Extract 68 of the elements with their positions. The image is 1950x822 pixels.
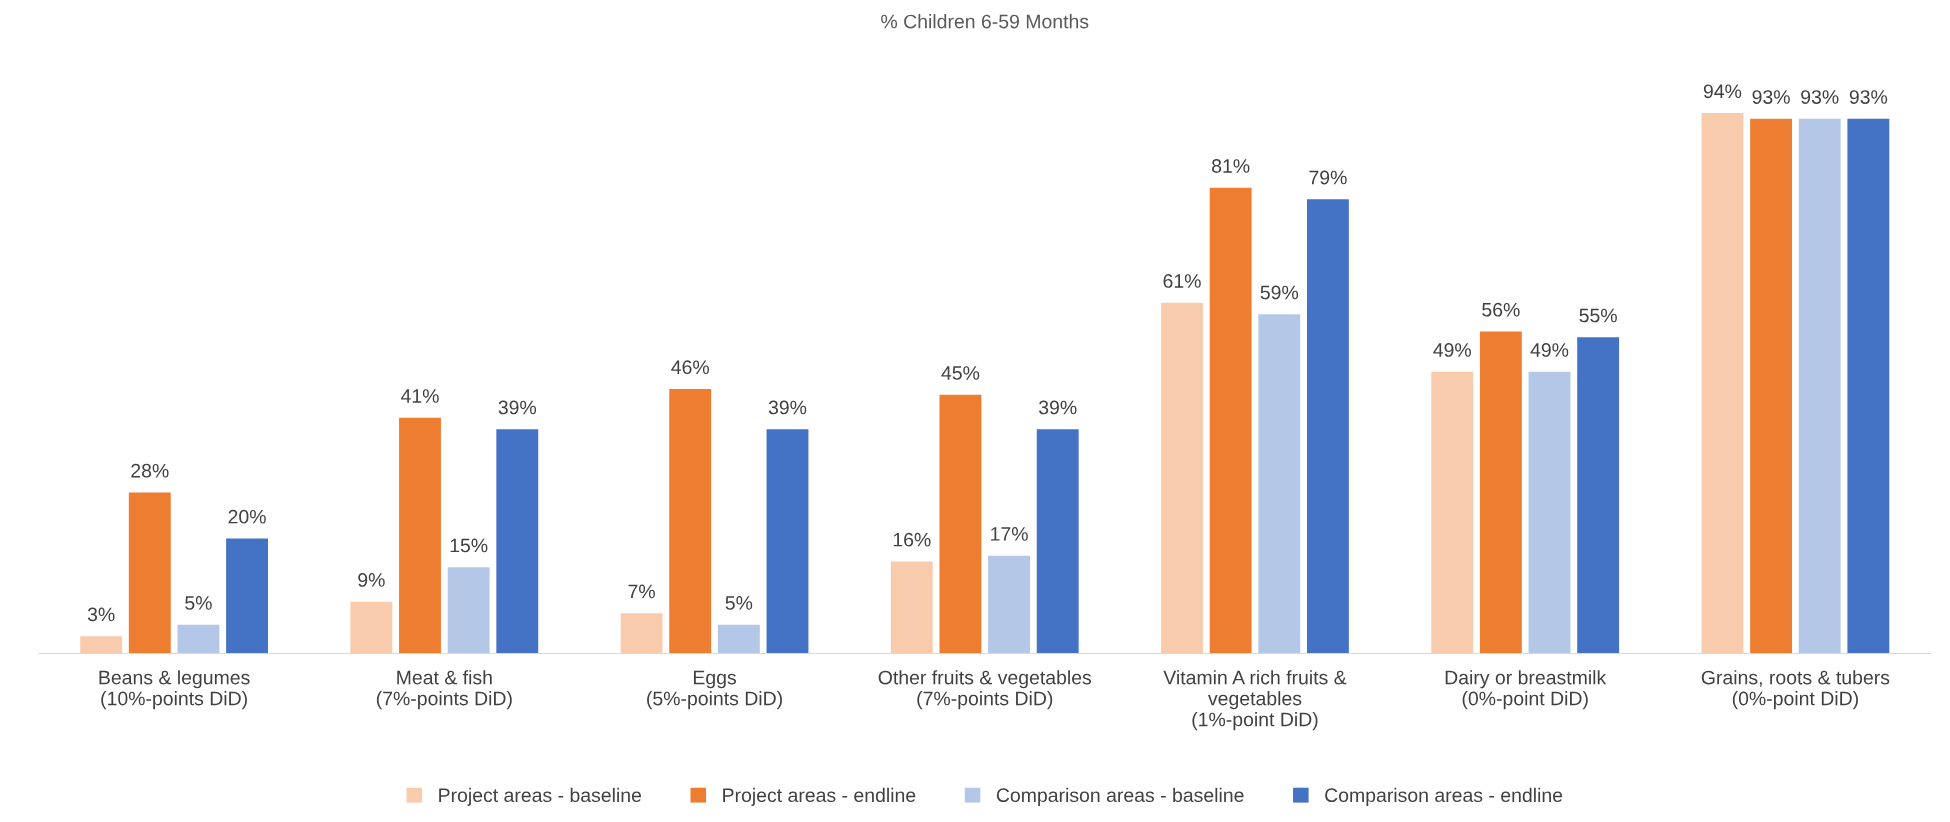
legend-label: Project areas - baseline bbox=[439, 787, 642, 806]
x-tick-label: Beans & legumes (10%-points DiD) bbox=[99, 670, 250, 710]
bar bbox=[1431, 371, 1474, 654]
data-label: 7% bbox=[628, 584, 655, 599]
bar bbox=[350, 601, 393, 654]
bar bbox=[1258, 314, 1301, 654]
bar bbox=[1577, 337, 1620, 654]
bar bbox=[1847, 118, 1890, 654]
data-label: 61% bbox=[1163, 274, 1201, 288]
data-label: 39% bbox=[1038, 400, 1077, 415]
data-label: 15% bbox=[450, 538, 488, 553]
data-label: 59% bbox=[1260, 285, 1299, 300]
data-label: 9% bbox=[358, 573, 385, 587]
data-label: 93% bbox=[1752, 90, 1790, 104]
x-tick-label: Other fruits & vegetables (7%-points DiD) bbox=[878, 670, 1092, 710]
bar bbox=[939, 394, 982, 654]
data-label: 94% bbox=[1703, 84, 1742, 99]
data-label: 5% bbox=[185, 596, 212, 610]
x-tick-label: Meat & fish (7%-points DiD) bbox=[376, 670, 512, 710]
legend-label: Comparison areas - endline bbox=[1325, 787, 1563, 806]
bar bbox=[1161, 302, 1203, 654]
data-label: 81% bbox=[1212, 159, 1250, 173]
x-tick-label: Grains, roots & tubers (0%-point DiD) bbox=[1701, 670, 1890, 710]
data-label: 17% bbox=[991, 527, 1028, 541]
bar bbox=[1209, 187, 1252, 654]
bar bbox=[1701, 113, 1744, 654]
data-label: 45% bbox=[941, 366, 980, 380]
data-label: 79% bbox=[1309, 170, 1347, 185]
legend-label: Comparison areas - baseline bbox=[996, 787, 1244, 806]
bar bbox=[1798, 118, 1841, 654]
bar bbox=[620, 613, 663, 654]
x-tick-label: Eggs (5%-points DiD) bbox=[647, 670, 782, 710]
x-tick-label: Vitamin A rich fruits & vegetables (1%-point DiD) bbox=[1163, 670, 1347, 731]
bar bbox=[1750, 118, 1793, 654]
bar bbox=[447, 567, 490, 654]
bar bbox=[766, 429, 809, 654]
data-label: 55% bbox=[1579, 308, 1617, 323]
bar bbox=[1306, 199, 1349, 654]
data-label: 49% bbox=[1433, 343, 1471, 357]
data-label: 16% bbox=[893, 532, 931, 547]
bar bbox=[177, 624, 220, 654]
data-label: 5% bbox=[725, 596, 753, 610]
data-label: 39% bbox=[498, 400, 537, 415]
bar bbox=[226, 538, 269, 654]
bar bbox=[1036, 429, 1079, 654]
data-label: 93% bbox=[1801, 90, 1839, 104]
data-label: 46% bbox=[671, 360, 709, 375]
data-label: 39% bbox=[768, 400, 807, 415]
data-label: 49% bbox=[1530, 343, 1569, 357]
legend-label: Project areas - endline bbox=[723, 787, 916, 806]
data-label: 20% bbox=[228, 509, 266, 524]
data-label: 56% bbox=[1482, 302, 1520, 317]
bar bbox=[890, 561, 933, 654]
data-label: 41% bbox=[400, 389, 439, 403]
bar bbox=[669, 389, 712, 654]
bar bbox=[128, 492, 171, 654]
bar bbox=[1479, 331, 1522, 654]
bar bbox=[988, 555, 1031, 654]
bar bbox=[80, 636, 123, 654]
x-tick-label: Dairy or breastmilk (0%-point DiD) bbox=[1445, 670, 1607, 710]
bar bbox=[399, 417, 441, 654]
bar bbox=[496, 429, 539, 654]
data-label: 3% bbox=[87, 607, 115, 622]
chart-title: % Children 6-59 Months bbox=[881, 14, 1089, 29]
data-label: 93% bbox=[1849, 90, 1888, 104]
bar bbox=[1528, 371, 1571, 654]
data-label: 28% bbox=[131, 463, 169, 478]
bar bbox=[717, 624, 760, 654]
